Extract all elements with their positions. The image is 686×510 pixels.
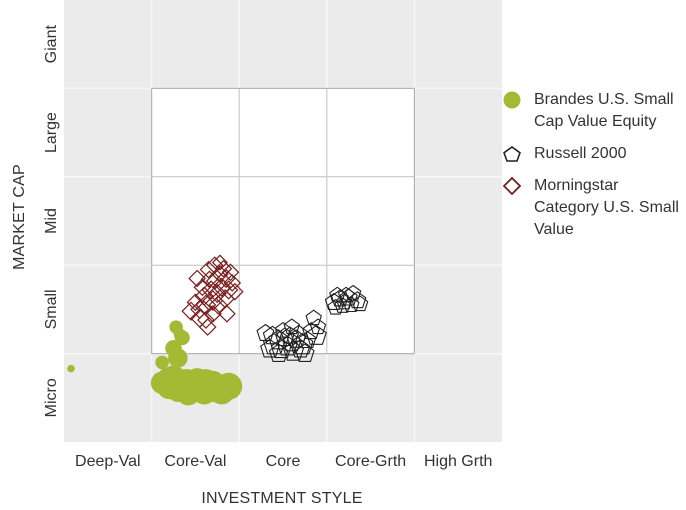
data-point bbox=[157, 367, 178, 388]
legend-item-russell: Russell 2000 bbox=[502, 143, 686, 165]
y-tick-label: Large bbox=[43, 112, 60, 153]
data-point bbox=[194, 286, 214, 306]
data-point bbox=[283, 318, 301, 335]
data-point bbox=[218, 304, 236, 323]
data-point bbox=[290, 332, 314, 355]
data-point bbox=[225, 282, 244, 301]
legend: Brandes U.S. Small Cap Value Equity Russ… bbox=[502, 89, 686, 251]
data-point bbox=[309, 318, 327, 335]
data-point bbox=[67, 364, 75, 373]
legend-label-russell: Russell 2000 bbox=[534, 145, 627, 162]
x-tick-label: Core-Grth bbox=[335, 453, 406, 470]
data-point bbox=[305, 324, 327, 345]
data-point bbox=[208, 378, 235, 405]
data-point bbox=[155, 355, 169, 370]
diamond-marker-icon bbox=[502, 177, 522, 195]
plot-background bbox=[64, 0, 502, 442]
data-point bbox=[205, 256, 224, 275]
data-point bbox=[274, 321, 292, 338]
y-axis-ticks: Micro Small Mid Large Giant bbox=[43, 25, 60, 418]
pentagon-marker-icon bbox=[503, 146, 521, 162]
data-point bbox=[198, 318, 217, 336]
x-axis-title: INVESTMENT STYLE bbox=[201, 490, 362, 507]
data-point bbox=[193, 278, 212, 297]
data-point bbox=[211, 254, 228, 271]
data-point bbox=[344, 284, 362, 301]
data-point bbox=[282, 340, 305, 361]
x-tick-label: Core bbox=[266, 453, 301, 470]
y-tick-label: Micro bbox=[43, 378, 60, 417]
data-point bbox=[337, 286, 355, 303]
legend-label-brandes: Brandes U.S. Small Cap Value Equity bbox=[534, 91, 674, 130]
data-point bbox=[205, 272, 224, 290]
data-point bbox=[290, 338, 311, 358]
data-point bbox=[302, 322, 321, 340]
data-point bbox=[212, 277, 232, 297]
box-border bbox=[151, 87, 415, 355]
data-point bbox=[197, 311, 215, 329]
y-axis-title: MARKET CAP bbox=[11, 164, 28, 270]
data-point bbox=[188, 269, 207, 288]
data-point bbox=[327, 298, 344, 315]
data-point bbox=[268, 343, 289, 362]
legend-label-morningstar: Morningstar Category U.S. Small Value bbox=[534, 177, 679, 238]
series-pentagon bbox=[256, 284, 369, 362]
data-point bbox=[207, 283, 227, 304]
x-tick-label: Deep-Val bbox=[75, 453, 141, 470]
legend-item-brandes: Brandes U.S. Small Cap Value Equity bbox=[502, 89, 686, 133]
data-point bbox=[351, 295, 369, 312]
legend-item-morningstar: Morningstar Category U.S. Small Value bbox=[502, 175, 686, 241]
data-point bbox=[329, 286, 346, 303]
data-point bbox=[336, 293, 353, 310]
data-point bbox=[199, 260, 218, 279]
data-point bbox=[305, 309, 322, 326]
box-fill bbox=[151, 88, 415, 354]
data-point bbox=[339, 288, 358, 306]
x-axis-ticks: Deep-Val Core-Val Core Core-Grth High Grth bbox=[75, 453, 492, 470]
data-point bbox=[204, 304, 222, 323]
data-point bbox=[165, 340, 182, 357]
data-point bbox=[334, 297, 351, 313]
data-point bbox=[223, 274, 242, 292]
data-point bbox=[173, 328, 186, 341]
data-point bbox=[295, 343, 315, 362]
x-tick-label: High Grth bbox=[424, 453, 492, 470]
highlight-box bbox=[151, 87, 415, 355]
data-point bbox=[221, 263, 240, 282]
series-diamond bbox=[181, 254, 244, 336]
x-tick-label: Core-Val bbox=[164, 453, 226, 470]
data-point bbox=[298, 330, 317, 349]
data-point bbox=[181, 301, 201, 321]
series-circle bbox=[67, 320, 243, 406]
y-tick-label: Small bbox=[43, 289, 60, 329]
circle-marker-icon bbox=[503, 91, 521, 109]
y-tick-label: Mid bbox=[43, 208, 60, 234]
y-tick-label: Giant bbox=[43, 25, 60, 64]
data-point bbox=[188, 373, 212, 396]
data-points bbox=[67, 254, 369, 406]
data-point bbox=[219, 280, 239, 300]
data-point bbox=[186, 293, 205, 312]
